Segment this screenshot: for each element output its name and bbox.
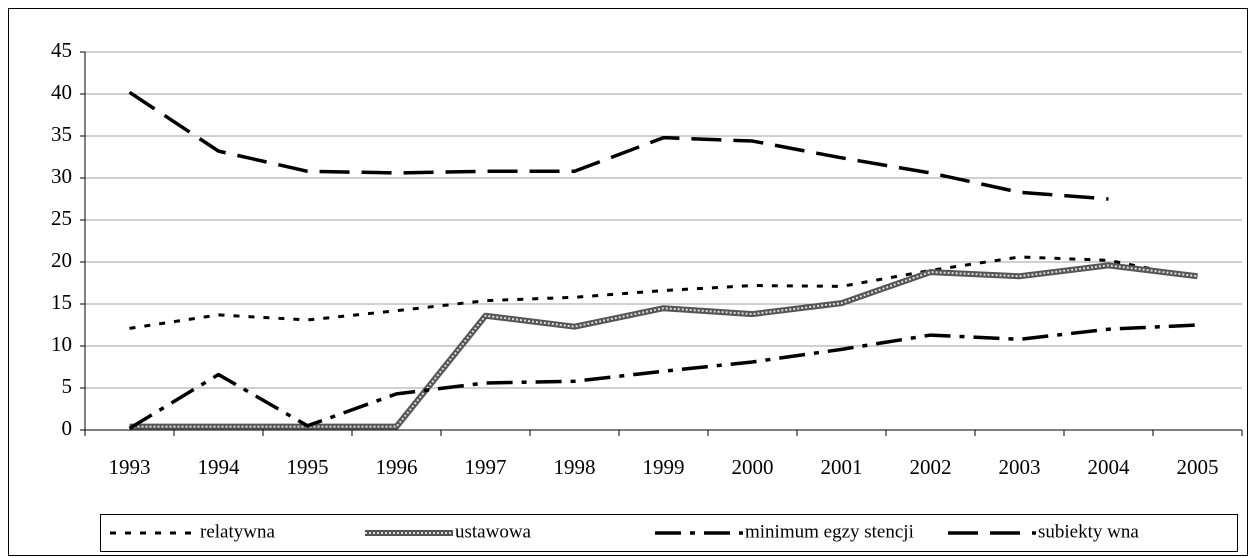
x-tick-label: 1994 [198,455,241,479]
frame [8,8,1248,556]
legend-label: ustawowa [455,521,532,542]
x-tick-label: 1999 [643,455,685,479]
x-tick-label: 1995 [287,455,329,479]
legend-label: relatywna [200,521,275,542]
y-tick-label: 0 [62,416,73,440]
x-tick-label: 2004 [1088,455,1131,479]
x-tick-label: 1998 [554,455,596,479]
y-tick-label: 15 [51,290,72,314]
x-tick-label: 2001 [821,455,863,479]
y-tick-label: 30 [51,164,72,188]
x-tick-label: 1993 [109,455,151,479]
x-tick-label: 2000 [732,455,774,479]
y-tick-label: 10 [51,332,72,356]
x-tick-label: 2003 [999,455,1041,479]
y-tick-label: 35 [51,122,72,146]
y-tick-label: 25 [51,206,72,230]
y-tick-label: 45 [51,38,72,62]
series-line [128,90,1109,201]
x-tick-label: 2005 [1177,455,1219,479]
x-tick-label: 1996 [376,455,418,479]
y-tick-label: 40 [51,80,72,104]
legend-label: subiekty wna [1038,521,1139,542]
legend-label: minimum egzy stencji [745,521,914,542]
series-line [128,323,1198,430]
y-tick-label: 20 [51,248,72,272]
y-tick-label: 5 [62,374,73,398]
x-tick-label: 1997 [465,455,507,479]
x-tick-label: 2002 [910,455,952,479]
